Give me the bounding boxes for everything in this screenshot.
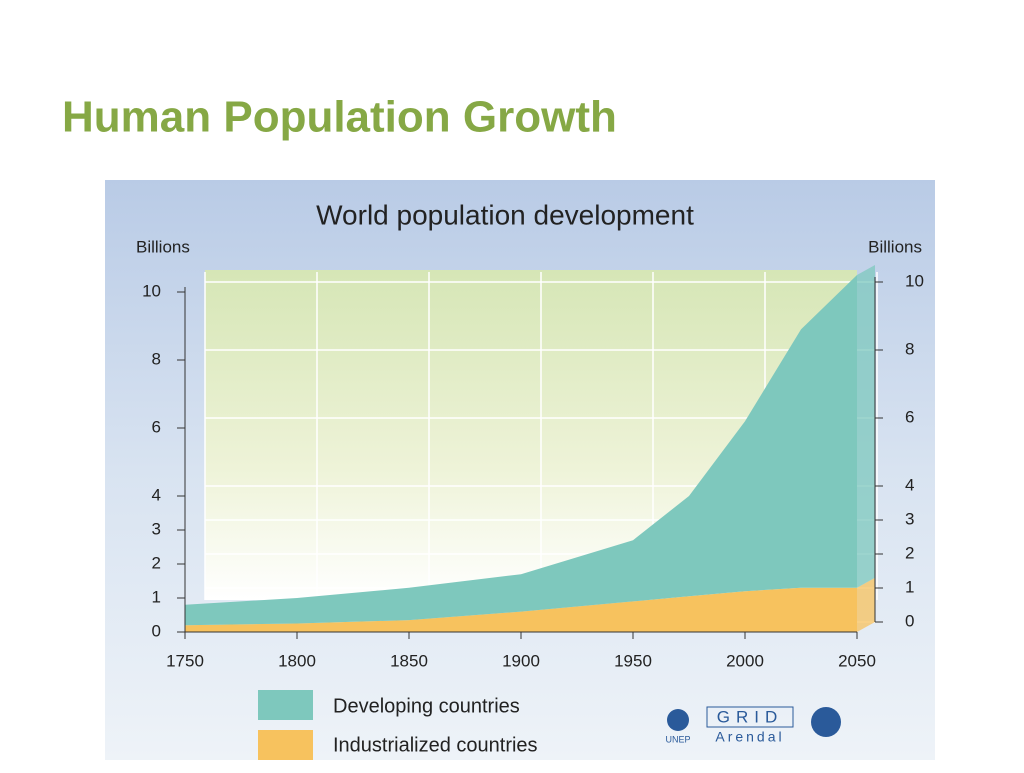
logo-text: UNEP xyxy=(665,734,690,744)
slide-title: Human Population Growth xyxy=(62,93,617,142)
x-tick-label: 2000 xyxy=(726,651,764,670)
legend-swatch xyxy=(258,690,313,720)
area-side xyxy=(857,265,875,588)
y2-tick-label: 0 xyxy=(905,611,914,630)
y2-tick-label: 3 xyxy=(905,509,914,528)
legend-label: Industrialized countries xyxy=(333,734,538,756)
y-tick-label: 8 xyxy=(152,349,161,368)
legend-label: Developing countries xyxy=(333,695,520,717)
y-tick-label: 1 xyxy=(152,587,161,606)
grid-logo xyxy=(706,706,794,728)
y2-tick-label: 4 xyxy=(905,475,914,494)
area xyxy=(185,587,857,632)
y2-tick-label: 8 xyxy=(905,339,914,358)
y2-axis-label: Billions xyxy=(868,237,922,256)
y-axis-label: Billions xyxy=(136,237,190,256)
un-logo xyxy=(811,707,841,737)
area-side xyxy=(857,577,875,632)
x-tick-label: 2050 xyxy=(838,651,876,670)
y-tick-label: 2 xyxy=(152,553,161,572)
y-tick-label: 10 xyxy=(142,281,161,300)
y2-tick-label: 10 xyxy=(905,271,924,290)
plot: 0 1 2 3 4 6 8 10 1750 1800 1850 1900 1950 2000 2050 0 1 2… xyxy=(142,265,924,670)
x-tick-label: 1800 xyxy=(278,651,316,670)
x-tick-label: 1900 xyxy=(502,651,540,670)
y-tick-label: 0 xyxy=(152,621,161,640)
y2-tick-label: 1 xyxy=(905,577,914,596)
x-tick-label: 1950 xyxy=(614,651,652,670)
y2-tick-label: 2 xyxy=(905,543,914,562)
legend-swatch xyxy=(258,730,313,760)
y-tick-label: 3 xyxy=(152,519,161,538)
logo-text: GRID xyxy=(717,707,784,726)
y-tick-label: 6 xyxy=(152,417,161,436)
y-tick-label: 4 xyxy=(152,485,161,504)
x-tick-label: 1850 xyxy=(390,651,428,670)
chart-title: World population development xyxy=(316,199,694,230)
x-tick-label: 1750 xyxy=(166,651,204,670)
unep-logo xyxy=(667,709,689,731)
logo-text: Arendal xyxy=(715,729,784,745)
area xyxy=(185,275,857,626)
y2-tick-label: 6 xyxy=(905,407,914,426)
